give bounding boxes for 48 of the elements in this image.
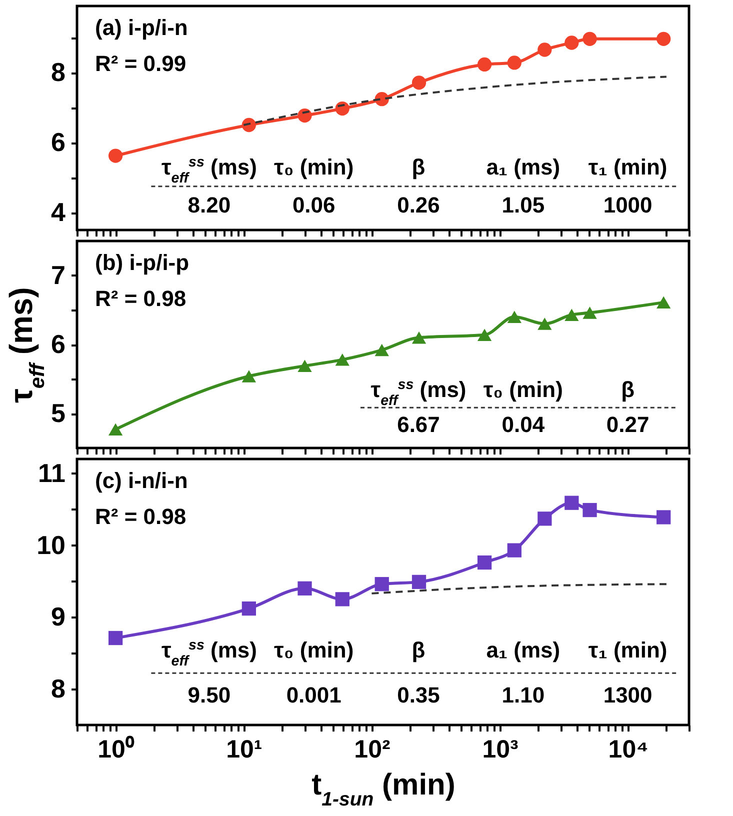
- annotation: 0.04: [502, 412, 546, 438]
- y-tick-label: 6: [51, 127, 66, 157]
- y-tick-label: 6: [51, 329, 66, 359]
- x-tick-label: 10¹: [226, 736, 262, 764]
- x-axis-title: t$_{1-sun}$ (min): [312, 768, 456, 810]
- annotation: 0.06: [292, 192, 336, 218]
- annotation: R² = 0.98: [95, 504, 186, 529]
- annotation: τ₀ (min): [274, 154, 354, 180]
- annotation: R² = 0.99: [95, 51, 186, 76]
- annotation: (a) i-p/i-n: [95, 15, 188, 40]
- annotation: a₁ (ms): [486, 638, 560, 663]
- annotation: τ₁ (min): [588, 638, 668, 663]
- y-tick-label: 4: [51, 197, 66, 227]
- annotation: 1300: [603, 682, 652, 708]
- annotation: a₁ (ms): [486, 154, 560, 180]
- annotation: 9.50: [188, 682, 231, 708]
- annotation: 8.20: [188, 192, 231, 218]
- x-tick-label: 10⁰: [98, 736, 134, 764]
- y-tick-label: 8: [51, 57, 66, 87]
- x-tick-label: 10³: [482, 736, 518, 764]
- annotation: 1000: [603, 192, 652, 218]
- y-tick-label: 8: [51, 674, 66, 704]
- x-tick-label: 10⁴: [608, 736, 648, 764]
- annotation: τ₀ (min): [483, 377, 563, 402]
- annotation: τ$_{eff}$$^{ss}$ (ms): [161, 638, 257, 670]
- annotation: β: [412, 154, 426, 180]
- annotation: (c) i-n/i-n: [95, 468, 188, 493]
- annotation: β: [412, 638, 426, 663]
- y-tick-label: 7: [51, 260, 66, 290]
- annotation: 1.05: [502, 192, 545, 218]
- annotation: τ$_{eff}$$^{ss}$ (ms): [370, 377, 466, 410]
- annotation: 1.10: [502, 682, 545, 708]
- annotation: (b) i-p/i-p: [95, 250, 190, 275]
- annotation: R² = 0.98: [95, 286, 186, 311]
- y-tick-label: 11: [38, 458, 66, 488]
- annotation: 6.67: [397, 412, 440, 438]
- annotation: 0.27: [606, 412, 650, 438]
- annotation: τ₁ (min): [588, 154, 668, 180]
- annotation: β: [621, 377, 635, 402]
- y-tick-label: 9: [51, 602, 66, 632]
- annotation: 0.26: [397, 192, 440, 218]
- y-tick-label: 10: [36, 530, 66, 560]
- x-tick-label: 10²: [354, 736, 390, 764]
- annotation: τ$_{eff}$$^{ss}$ (ms): [161, 154, 257, 186]
- annotation: 0.001: [286, 682, 342, 708]
- y-tick-label: 5: [51, 398, 66, 428]
- annotation: τ₀ (min): [274, 638, 354, 663]
- annotation: 0.35: [397, 682, 440, 708]
